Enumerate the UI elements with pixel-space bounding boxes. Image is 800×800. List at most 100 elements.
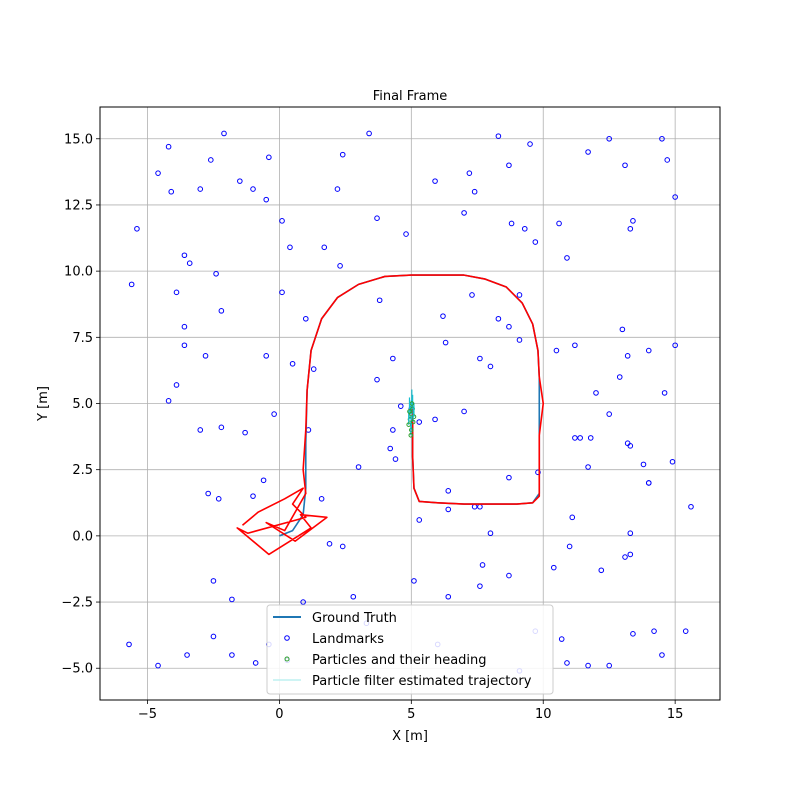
landmark-point — [659, 652, 665, 658]
landmark-point — [205, 490, 211, 497]
landmark-point — [242, 429, 248, 436]
landmark-point — [619, 326, 626, 333]
landmark-point — [587, 435, 594, 441]
landmark-point — [556, 220, 562, 227]
landmark-point — [339, 151, 346, 158]
landmark-point — [173, 382, 180, 388]
landmark-point — [184, 652, 190, 658]
landmark-point — [506, 323, 512, 330]
y-tick-label: −5.0 — [61, 662, 93, 677]
landmark-point — [466, 170, 473, 176]
legend-label: Ground Truth — [312, 611, 397, 626]
landmark-point — [627, 225, 634, 232]
landmark-point — [598, 567, 605, 574]
legend-swatch-landmarks — [284, 635, 290, 641]
legend-label: Particle filter estimated trajectory — [312, 674, 532, 689]
y-tick-label: −2.5 — [61, 596, 93, 611]
landmark-point — [165, 143, 172, 150]
landmark-point — [495, 315, 502, 322]
landmark-point — [627, 530, 634, 537]
landmark-point — [477, 583, 483, 589]
landmark-point — [250, 493, 256, 499]
landmark-point — [197, 186, 204, 192]
landmark-point — [659, 135, 665, 142]
landmark-point — [221, 130, 227, 137]
landmark-point — [165, 398, 172, 404]
landmark-point — [318, 496, 325, 502]
landmark-point — [440, 313, 446, 319]
legend-swatch-particles — [284, 656, 290, 662]
plot-area — [126, 130, 694, 674]
landmark-point — [508, 220, 515, 227]
landmark-point — [126, 641, 132, 648]
landmark-point — [682, 628, 689, 634]
landmark-point — [289, 360, 296, 367]
landmark-point — [669, 458, 676, 465]
legend-label: Landmarks — [312, 632, 384, 647]
legend: Ground Truth Landmarks Particles and their… — [266, 604, 554, 695]
landmark-point — [535, 469, 541, 476]
particle-point — [407, 409, 412, 414]
landmark-point — [181, 342, 188, 349]
landmark-point — [300, 599, 306, 605]
landmark-point — [616, 374, 623, 380]
landmark-point — [672, 194, 678, 200]
landmark-point — [279, 289, 285, 296]
landmark-point — [550, 564, 557, 571]
x-tick-label: 10 — [535, 707, 552, 722]
landmark-point — [208, 157, 214, 163]
landmark-point — [376, 297, 383, 304]
landmark-point — [326, 541, 333, 547]
particle-point — [411, 414, 417, 420]
landmark-point — [627, 551, 634, 558]
landmark-point — [585, 662, 591, 669]
landmark-point — [477, 355, 483, 362]
x-tick-label: −5 — [138, 707, 157, 722]
legend-entry: Ground Truth — [273, 611, 397, 626]
landmark-point — [479, 562, 486, 568]
landmark-point — [374, 376, 380, 383]
landmark-point — [495, 133, 502, 139]
landmark-point — [564, 255, 570, 261]
y-tick-label: 7.5 — [72, 331, 93, 346]
landmark-point — [197, 427, 204, 433]
legend-label: Particles and their heading — [312, 653, 487, 668]
landmark-point — [339, 543, 346, 550]
landmark-point — [128, 281, 135, 288]
landmark-point — [266, 154, 272, 161]
landmark-point — [387, 445, 394, 452]
landmark-point — [566, 543, 573, 550]
landmark-point — [155, 170, 161, 176]
landmark-point — [471, 188, 478, 195]
landmark-point — [287, 244, 293, 251]
landmark-point — [229, 652, 235, 658]
landmark-point — [630, 218, 636, 224]
landmark-point — [445, 488, 452, 494]
landmark-point — [252, 660, 259, 666]
landmark-point — [390, 355, 396, 362]
landmark-point — [374, 215, 380, 221]
x-tick-label: 5 — [407, 707, 415, 722]
axis-ticks: −5 0 5 10 15 −5.0 −2.5 0.0 2.5 5.0 7.5 10.0 12.5 15.0 — [61, 132, 683, 722]
landmark-point — [213, 270, 219, 277]
landmark-point — [569, 514, 576, 521]
x-tick-label: 15 — [667, 707, 684, 722]
landmark-point — [263, 353, 270, 359]
landmark-point — [487, 530, 494, 537]
landmark-point — [181, 252, 188, 259]
y-axis-label: Y [m] — [36, 386, 51, 422]
landmark-point — [181, 323, 188, 330]
estimated-trajectory-line — [236, 274, 545, 556]
y-tick-label: 2.5 — [72, 463, 93, 478]
landmark-point — [672, 342, 678, 349]
y-tick-label: 15.0 — [64, 132, 93, 147]
landmark-point — [334, 186, 341, 192]
landmark-point — [572, 435, 578, 441]
landmark-point — [445, 506, 452, 513]
landmark-point — [506, 474, 512, 481]
landmark-point — [218, 424, 225, 431]
landmark-point — [337, 263, 343, 269]
landmark-point — [572, 342, 578, 349]
y-tick-label: 0.0 — [72, 529, 93, 544]
landmark-point — [577, 435, 583, 441]
